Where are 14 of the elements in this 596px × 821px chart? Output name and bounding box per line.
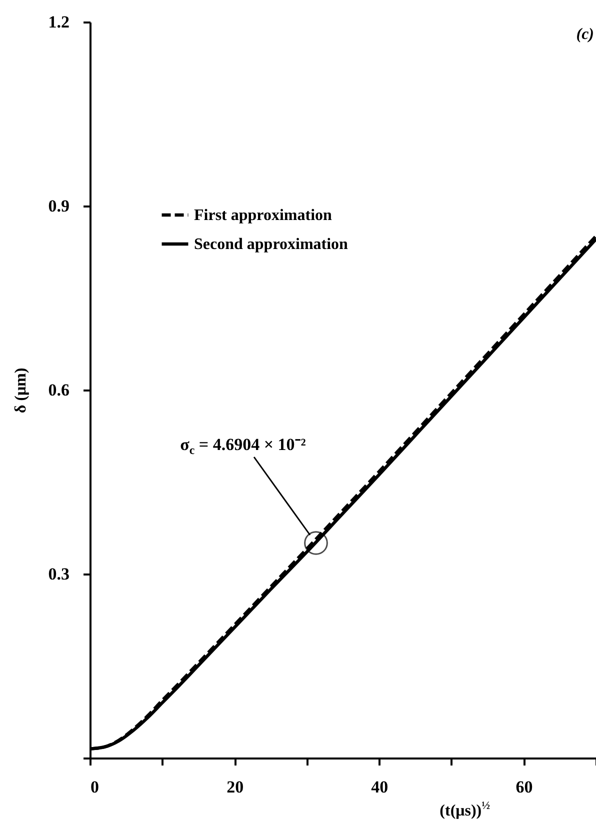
legend-label: Second approximation	[194, 236, 348, 253]
annotation: σ$_{c}$ = 4.6904 × 10⁻²	[180, 435, 306, 457]
x-tick-label: 40	[371, 778, 388, 796]
y-tick-label: 0.6	[48, 380, 70, 400]
y-tick-label: 1.2	[48, 12, 70, 32]
y-tick-label: 0.9	[48, 196, 70, 216]
x-axis-title: (t(μs))$^{½}$	[440, 800, 490, 820]
annotation: (c)	[576, 26, 594, 43]
legend-label: First approximation	[194, 207, 332, 224]
x-tick-label: 0	[90, 778, 99, 796]
y-tick-label: 0.3	[48, 564, 70, 584]
x-tick-label: 60	[516, 778, 533, 796]
x-tick-label: 20	[226, 778, 244, 796]
y-axis-title: δ (μm)	[12, 368, 30, 414]
